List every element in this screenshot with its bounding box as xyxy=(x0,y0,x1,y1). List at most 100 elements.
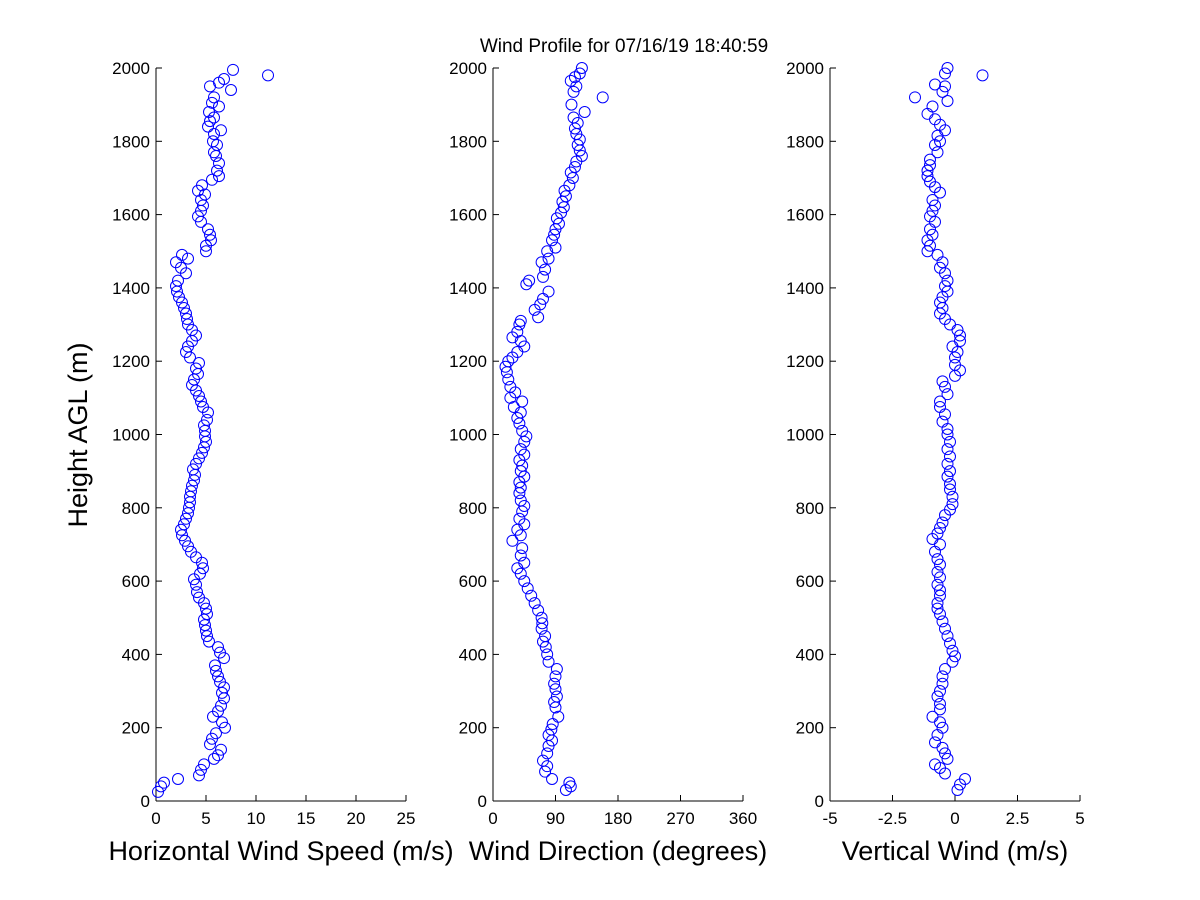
vertical-data-point xyxy=(931,578,944,591)
vertical-wind-panel: 0 200 400 600 800 1000 1200 1400 1600 1800 2000 -5 -… xyxy=(786,59,1085,866)
vertical-data-point xyxy=(951,784,964,797)
vertical-data-point xyxy=(939,380,951,393)
direction-data-point xyxy=(516,424,529,437)
speed-data-point xyxy=(176,296,188,309)
direction-data-point xyxy=(516,542,529,555)
speed-data-point xyxy=(204,115,216,128)
speed-y-tick-label: 2000 xyxy=(112,59,150,78)
speed-data-point xyxy=(202,120,214,133)
vertical-data-point xyxy=(939,280,951,293)
vertical-data-point xyxy=(949,358,961,371)
speed-data-point xyxy=(218,72,230,85)
vertical-data-point xyxy=(936,615,949,628)
direction-x-tick-label: 360 xyxy=(729,809,757,828)
vertical-data-point xyxy=(944,503,956,516)
speed-data-point xyxy=(196,179,208,192)
vertical-data-point xyxy=(909,91,921,104)
speed-data-point xyxy=(180,307,192,320)
speed-data-point xyxy=(193,357,205,370)
vertical-data-point xyxy=(939,67,951,80)
direction-data-point xyxy=(542,252,555,265)
speed-data-point xyxy=(209,659,221,672)
speed-data-point xyxy=(227,63,239,76)
direction-data-point xyxy=(596,91,609,104)
vertical-data-point xyxy=(941,428,954,441)
vertical-data-point xyxy=(931,146,944,159)
vertical-data-point xyxy=(941,752,954,765)
vertical-data-point xyxy=(921,164,934,177)
direction-y-tick-label: 1400 xyxy=(449,279,487,298)
speed-data-point xyxy=(182,252,194,265)
vertical-y-tick-label: 1800 xyxy=(786,132,824,151)
speed-y-tick-label: 800 xyxy=(122,499,150,518)
speed-data-point xyxy=(211,164,223,177)
direction-data-point xyxy=(518,556,531,569)
speed-x-tick-label: 15 xyxy=(297,809,316,828)
speed-data-point xyxy=(175,523,187,536)
vertical-y-tick-label: 1600 xyxy=(786,206,824,225)
direction-y-tick-label: 400 xyxy=(459,645,487,664)
direction-data-point xyxy=(549,683,562,696)
direction-x-tick-label: 90 xyxy=(546,809,565,828)
direction-data-point xyxy=(539,263,552,276)
vertical-data-point xyxy=(946,644,959,657)
speed-data-point xyxy=(193,769,205,782)
direction-data-point xyxy=(504,380,517,393)
direction-data-point xyxy=(548,696,561,709)
vertical-y-tick-label: 2000 xyxy=(786,59,824,78)
vertical-data-point xyxy=(939,408,951,421)
speed-data-point xyxy=(196,446,208,459)
direction-data-point xyxy=(514,443,527,456)
direction-data-point xyxy=(546,234,559,247)
vertical-data-point xyxy=(931,565,944,578)
direction-data-point xyxy=(513,512,526,525)
direction-y-tick-label: 600 xyxy=(459,572,487,591)
vertical-data-point xyxy=(944,637,956,650)
speed-data-point xyxy=(198,758,210,771)
wind-direction-panel: 0 200 400 600 800 1000 1200 1400 1600 1800 2000 0 90… xyxy=(449,59,767,866)
vertical-data-point xyxy=(941,94,954,107)
vertical-data-point xyxy=(934,395,946,408)
speed-data-point xyxy=(173,291,185,304)
direction-y-tick-label: 1600 xyxy=(449,206,487,225)
vertical-data-point xyxy=(929,78,941,91)
direction-data-point xyxy=(520,278,533,291)
speed-data-point xyxy=(181,313,193,326)
speed-y-tick-label: 1000 xyxy=(112,426,150,445)
vertical-data-point xyxy=(931,553,944,566)
direction-data-point xyxy=(528,597,541,610)
direction-data-point xyxy=(563,776,576,789)
direction-data-point xyxy=(568,160,581,173)
direction-y-tick-label: 1200 xyxy=(449,352,487,371)
direction-data-point xyxy=(539,630,552,643)
vertical-data-point xyxy=(949,351,961,364)
speed-data-point xyxy=(215,124,227,137)
vertical-data-point xyxy=(934,584,946,597)
speed-data-point xyxy=(185,545,197,558)
direction-data-point xyxy=(575,62,588,74)
vertical-data-point xyxy=(941,62,954,74)
speed-data-point xyxy=(205,234,217,247)
speed-data-point xyxy=(213,100,225,113)
speed-y-tick-label: 1200 xyxy=(112,352,150,371)
direction-data-point xyxy=(565,98,578,111)
speed-x-tick-label: 20 xyxy=(347,809,366,828)
speed-data-point xyxy=(208,127,220,140)
direction-data-point xyxy=(563,179,576,192)
speed-data-point xyxy=(178,302,190,315)
direction-data-point xyxy=(550,690,563,703)
speed-data-point xyxy=(152,785,164,798)
direction-data-point xyxy=(532,311,545,324)
direction-data-point xyxy=(534,298,547,311)
vertical-data-point xyxy=(944,450,956,463)
direction-data-point xyxy=(567,111,580,124)
vertical-data-point xyxy=(954,335,966,348)
speed-data-point xyxy=(204,228,216,241)
speed-data-point xyxy=(186,479,198,492)
speed-data-point xyxy=(198,419,210,432)
vertical-y-tick-label: 200 xyxy=(796,719,824,738)
vertical-data-point xyxy=(944,465,956,478)
direction-x-axis-label: Wind Direction (degrees) xyxy=(469,836,768,866)
vertical-y-tick-label: 1200 xyxy=(786,352,824,371)
